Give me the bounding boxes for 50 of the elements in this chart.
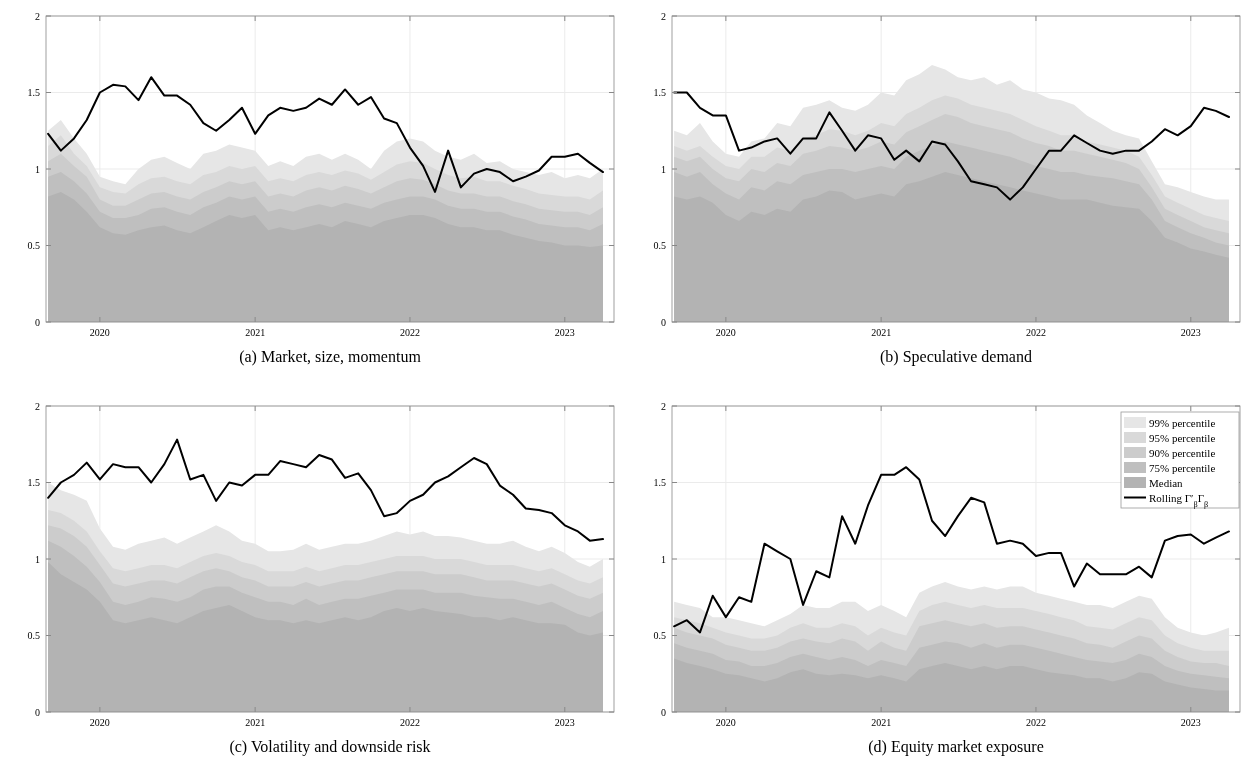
y-tick-label: 0 [661,316,666,328]
x-tick-label: 2020 [715,327,736,338]
y-tick-label: 0.5 [27,240,40,251]
text: (a) Market, size, momentum [239,348,422,366]
y-tick-label: 0 [661,706,666,718]
legend-label: 95% percentile [1149,431,1216,444]
y-tick-label: 2 [35,400,40,412]
legend-label: 75% percentile [1149,461,1216,474]
x-tick-label: 2020 [89,717,110,728]
y-tick-label: 0 [35,706,40,718]
line-series [673,91,1230,201]
text: (b) Speculative demand [880,348,1032,366]
x-tick-label: 2021 [245,717,266,728]
y-tick-label: 2 [661,10,666,22]
x-tick-label: 2023 [1180,327,1201,338]
x-tick-label: 2023 [554,327,575,338]
y-tick-label: 0.5 [653,240,666,251]
x-tick-label: 2021 [871,717,892,728]
x-tick-label: 2020 [89,327,110,338]
y-tick-label: 1.5 [653,477,666,488]
text: (d) Equity market exposure [868,738,1044,756]
y-tick-label: 1.5 [27,477,40,488]
y-tick-label: 1 [661,163,666,175]
x-tick-label: 2022 [399,327,420,338]
y-tick-label: 1 [661,553,666,565]
x-tick-label: 2023 [1180,717,1201,728]
legend-label: 90% percentile [1149,446,1216,459]
y-tick-label: 1.5 [27,87,40,98]
x-tick-label: 2020 [715,717,736,728]
x-tick-label: 2021 [245,327,266,338]
line-series [673,466,1230,634]
y-tick-label: 0 [35,316,40,328]
x-tick-label: 2022 [399,717,420,728]
x-tick-label: 2022 [1025,717,1046,728]
legend-label: Rolling Γ′$_{β}$Γ$_{β}$ [1149,491,1209,508]
x-tick-label: 2021 [871,327,892,338]
y-tick-label: 1.5 [653,87,666,98]
y-tick-label: 2 [35,10,40,22]
x-tick-label: 2022 [1025,327,1046,338]
y-tick-label: 1 [35,163,40,175]
y-tick-label: 2 [661,400,666,412]
legend-label: Median [1149,476,1184,489]
y-tick-label: 0.5 [653,630,666,641]
line-series [47,438,604,542]
y-tick-label: 0.5 [27,630,40,641]
y-tick-label: 1 [35,553,40,565]
legend-label: 99% percentile [1149,416,1216,429]
line-series [47,76,604,193]
text: (c) Volatility and downside risk [229,738,431,756]
x-tick-label: 2023 [554,717,575,728]
